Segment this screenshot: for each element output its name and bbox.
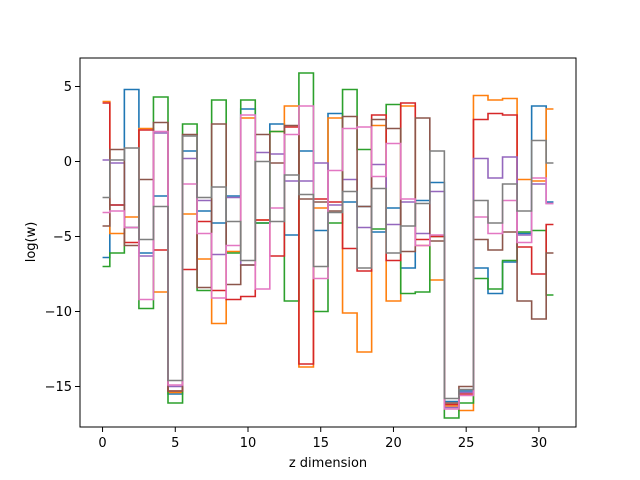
y-axis-label: log(w)	[24, 222, 39, 263]
x-tick-label: 25	[458, 436, 475, 451]
series-line-8	[102, 135, 554, 400]
x-tick-label: 0	[98, 436, 106, 451]
x-tick-label: 15	[312, 436, 329, 451]
y-tick-label: 5	[64, 80, 72, 95]
series-layer	[102, 72, 554, 419]
plot-frame	[79, 57, 577, 428]
y-tick-label: −10	[45, 305, 72, 320]
x-tick-label: 5	[171, 436, 179, 451]
y-tick-label: −5	[53, 230, 72, 245]
x-tick-label: 10	[240, 436, 257, 451]
y-tick-label: −15	[45, 380, 72, 395]
x-axis-label: z dimension	[289, 456, 367, 471]
y-tick-label: 0	[64, 155, 72, 170]
x-tick-label: 20	[385, 436, 402, 451]
x-tick-label: 30	[531, 436, 548, 451]
ticks-layer: 0 5 10 15 20 25 30 5 0 −5 −10 −15	[45, 80, 548, 451]
